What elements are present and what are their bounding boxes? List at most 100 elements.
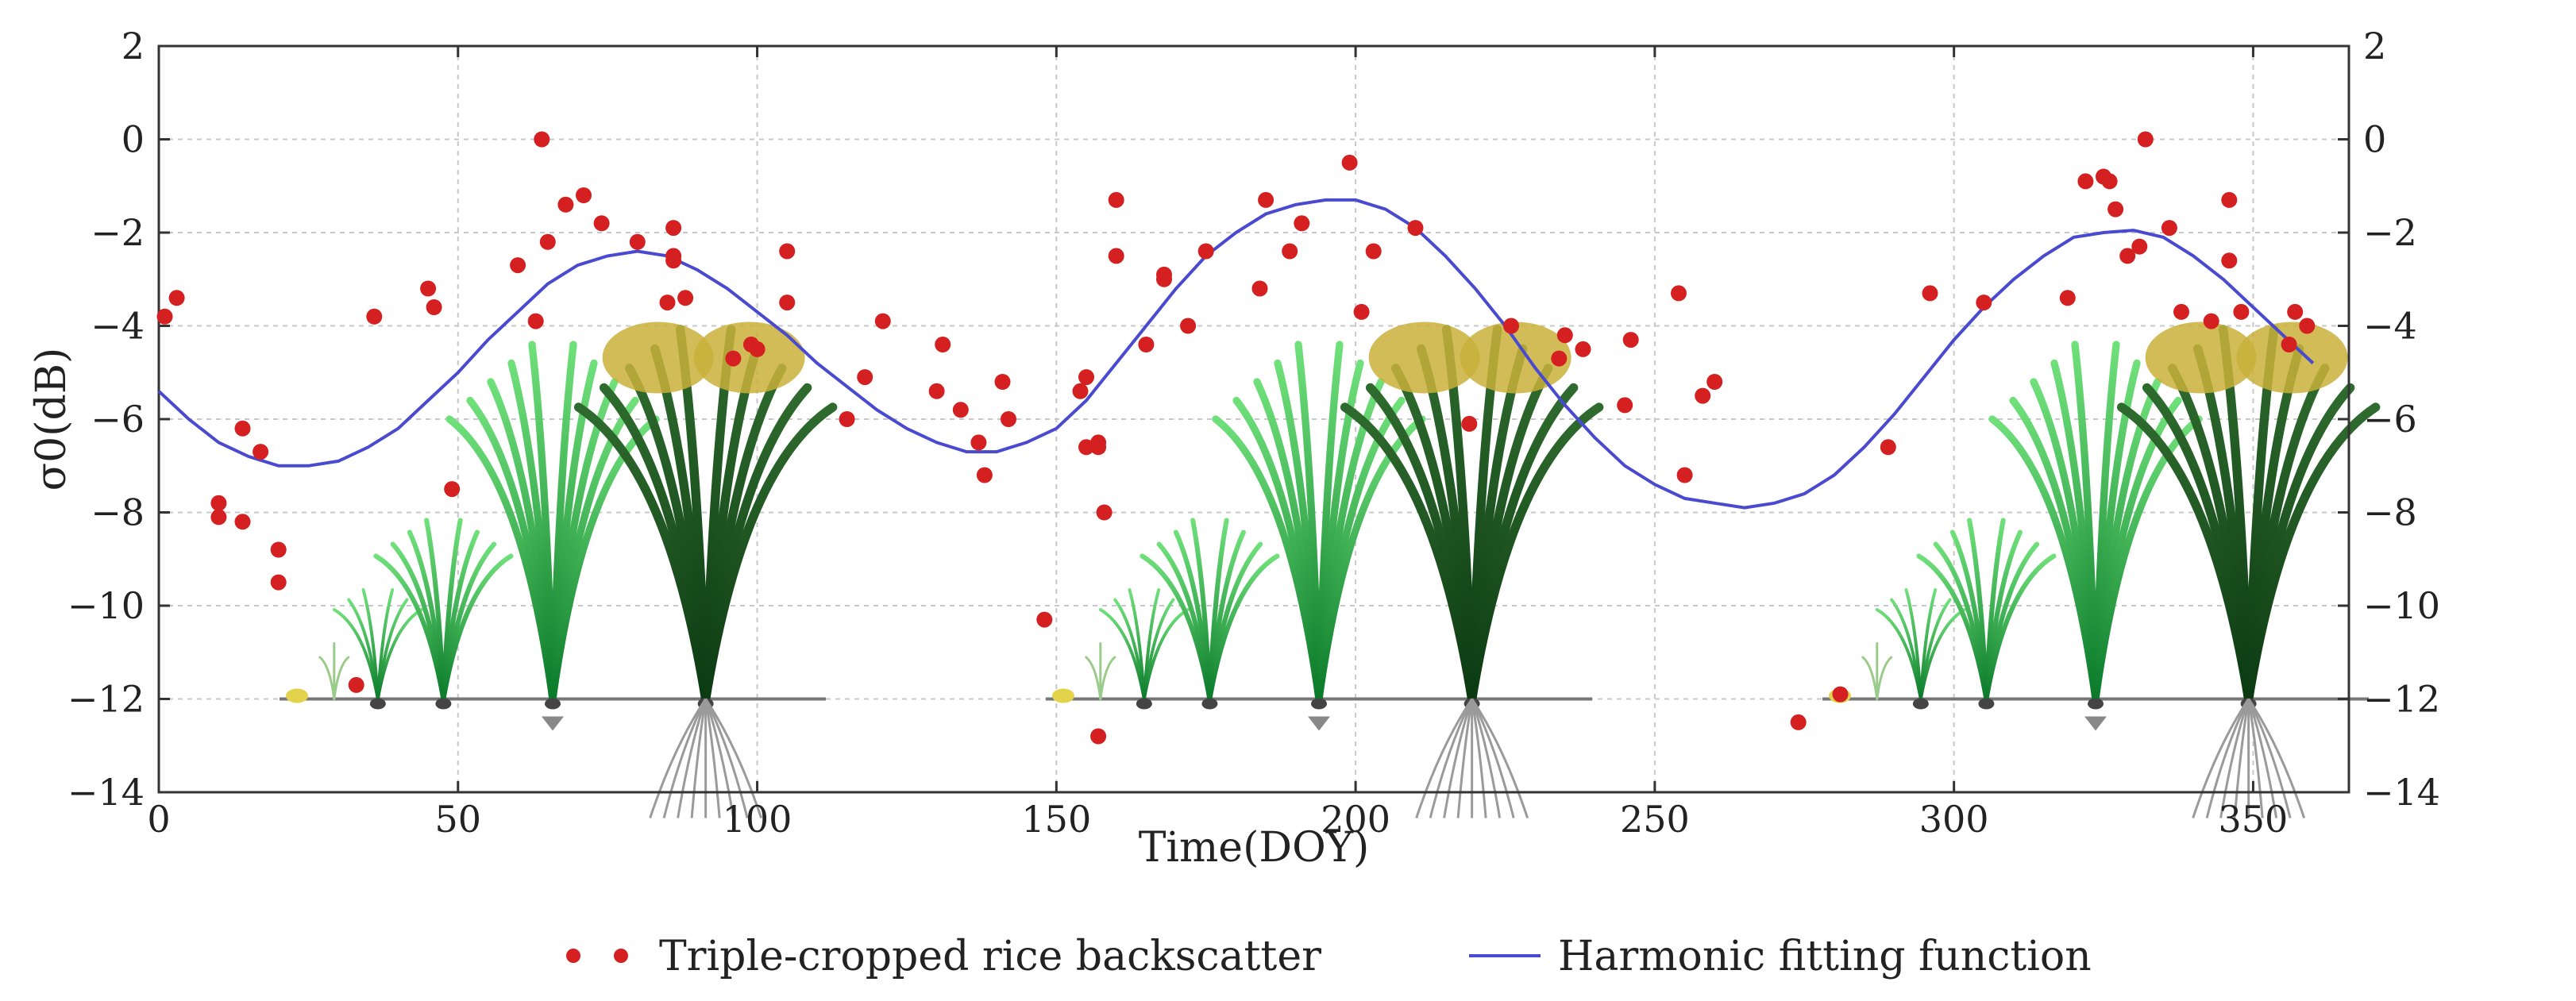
data-point bbox=[2281, 337, 2297, 352]
legend-scatter-label: Triple-cropped rice backscatter bbox=[659, 933, 1321, 980]
data-point bbox=[1108, 191, 1124, 208]
rice-leaf bbox=[424, 518, 446, 702]
data-point bbox=[426, 299, 442, 315]
rice-seed bbox=[1052, 688, 1074, 703]
data-point bbox=[2137, 131, 2154, 148]
rice-root bbox=[704, 698, 763, 818]
data-point bbox=[2077, 173, 2094, 190]
data-point bbox=[1556, 327, 1573, 344]
data-point bbox=[1078, 369, 1094, 386]
data-point bbox=[539, 233, 556, 250]
data-point bbox=[839, 411, 855, 427]
data-point bbox=[2131, 238, 2148, 255]
data-point bbox=[1407, 220, 1424, 237]
data-point bbox=[1341, 154, 1358, 171]
rice-leaf bbox=[1984, 553, 2057, 702]
rice-panicle bbox=[602, 321, 714, 394]
y-tick-label-right: 2 bbox=[2363, 25, 2386, 67]
rice-leaf bbox=[700, 402, 838, 704]
y-tick-label-left: 0 bbox=[121, 118, 145, 161]
rice-root bbox=[1471, 698, 1529, 818]
rice-seed bbox=[286, 688, 308, 703]
x-tick-label: 150 bbox=[1021, 798, 1091, 841]
rice-leaf bbox=[1099, 656, 1116, 700]
data-point bbox=[1976, 295, 1992, 311]
x-tick-label: 100 bbox=[723, 798, 792, 841]
rice-panicle bbox=[2236, 321, 2348, 394]
data-point bbox=[1353, 303, 1370, 320]
data-point bbox=[994, 374, 1011, 390]
rice-panicle bbox=[1460, 321, 1571, 394]
rice-root bbox=[1443, 699, 1474, 818]
y-tick-label-right: −10 bbox=[2363, 584, 2440, 627]
data-point bbox=[2059, 290, 2076, 306]
plant-base bbox=[369, 698, 386, 710]
rice-leaf bbox=[1142, 608, 1190, 701]
data-point bbox=[270, 574, 287, 591]
data-point bbox=[970, 434, 987, 451]
grid bbox=[159, 46, 2349, 792]
data-point bbox=[420, 280, 437, 297]
data-point bbox=[510, 257, 526, 274]
data-point bbox=[1090, 439, 1107, 456]
rice-leaf bbox=[1861, 656, 1879, 700]
data-point bbox=[976, 467, 993, 483]
rice-root bbox=[1471, 699, 1502, 818]
fitting-curve bbox=[157, 198, 2315, 510]
data-point bbox=[2299, 318, 2316, 334]
data-point bbox=[2233, 303, 2250, 320]
y-axis-title: σ0(dB) bbox=[28, 348, 75, 491]
y-tick-label-left: 2 bbox=[121, 25, 145, 67]
data-point bbox=[2221, 252, 2238, 269]
plant-base bbox=[1201, 698, 1218, 710]
x-tick-label: 50 bbox=[435, 798, 482, 841]
rice-root bbox=[2233, 699, 2250, 818]
data-point bbox=[1880, 439, 1896, 456]
data-point bbox=[1156, 271, 1172, 287]
y-tick-label-right: −2 bbox=[2363, 211, 2417, 254]
data-point bbox=[1001, 411, 1016, 427]
y-tick-label-left: −4 bbox=[91, 305, 145, 348]
data-point bbox=[1258, 191, 1275, 208]
rice-leaf bbox=[2243, 402, 2381, 704]
rice-root bbox=[2205, 698, 2250, 818]
data-point bbox=[2101, 173, 2118, 190]
rice-panicle bbox=[2145, 321, 2257, 394]
rice-leaf bbox=[333, 656, 350, 700]
legend: Triple-cropped rice backscatter Harmonic… bbox=[566, 933, 2092, 980]
rice-growth-cycle bbox=[1822, 305, 2381, 818]
x-tick-label: 250 bbox=[1620, 798, 1690, 841]
data-point bbox=[1078, 439, 1094, 456]
y-tick-label-left: −14 bbox=[67, 771, 145, 814]
plant-base bbox=[1978, 698, 1995, 710]
data-point bbox=[1551, 350, 1568, 367]
rice-growth-illustration bbox=[280, 305, 2381, 818]
y-tick-label-left: −6 bbox=[91, 398, 145, 441]
legend-scatter-marker bbox=[614, 949, 628, 963]
x-tick-label: 200 bbox=[1321, 798, 1390, 841]
data-point bbox=[2107, 201, 2124, 218]
root-marker bbox=[542, 716, 564, 731]
data-point bbox=[270, 541, 287, 558]
data-point bbox=[1922, 285, 1938, 302]
rice-panicle bbox=[693, 321, 805, 394]
rice-root bbox=[1429, 698, 1473, 818]
data-point bbox=[1617, 397, 1633, 414]
data-point bbox=[2161, 220, 2177, 237]
rice-root bbox=[2247, 698, 2292, 818]
y-tick-label-left: −10 bbox=[67, 584, 145, 627]
data-point bbox=[749, 341, 765, 357]
rice-leaf bbox=[441, 553, 514, 702]
data-point bbox=[1197, 243, 1214, 260]
data-point bbox=[534, 131, 550, 148]
rice-root bbox=[662, 698, 707, 818]
data-point bbox=[857, 369, 873, 386]
data-point bbox=[1622, 332, 1639, 348]
data-point bbox=[593, 215, 610, 232]
legend-line-label: Harmonic fitting function bbox=[1558, 933, 2092, 980]
rice-root bbox=[1415, 698, 1473, 818]
data-point bbox=[1832, 686, 1849, 703]
data-point bbox=[1108, 248, 1124, 264]
rice-leaf bbox=[376, 608, 423, 701]
rice-root bbox=[2247, 699, 2278, 818]
